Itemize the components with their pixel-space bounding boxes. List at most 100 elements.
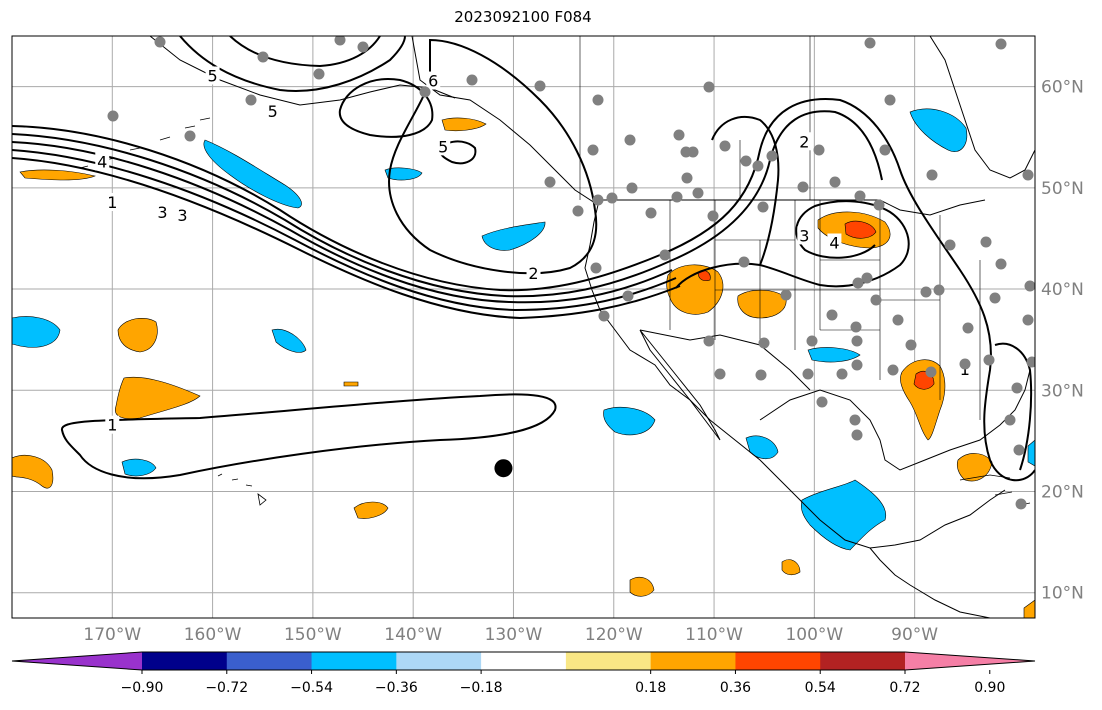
station-dot [870,294,882,306]
colorbar-segment [396,652,482,670]
us-canada-border [595,199,986,216]
positive-anomaly-patch [19,169,96,181]
station-dot [861,272,873,284]
station-dot [659,249,671,261]
lon-tick-label: 100°W [785,625,843,645]
station-dot [826,309,838,321]
us-mexico-border [639,329,811,391]
colorbar-segment [226,652,313,670]
contour-line-1 [12,98,1035,482]
lat-tick-label: 20°N [1041,482,1084,502]
positive-anomaly-patch [1023,599,1035,618]
colorbar-segment [820,652,906,670]
strong-positive-anomaly-core [844,220,877,239]
station-dot [962,322,974,334]
station-dot [926,169,938,181]
station-dot [933,284,945,296]
contour-label-bg [526,263,541,282]
contour-label: 4 [829,233,839,252]
station-dot [959,358,971,370]
positive-anomaly-patch [629,577,655,597]
negative-anomaly-patch [800,479,887,551]
colorbar-segment [735,652,821,670]
station-dot [419,86,431,98]
lon-tick-label: 160°W [184,625,242,645]
lon-tick-label: 130°W [485,625,543,645]
station-dot [780,289,792,301]
lat-tick-label: 10°N [1041,584,1084,604]
lon-tick-label: 150°W [284,625,342,645]
central-america [869,547,991,618]
station-dot [245,94,257,106]
station-dot [1024,280,1035,292]
baja-california [639,329,721,441]
station-dot [851,359,863,371]
lat-tick-label: 30°N [1041,381,1084,401]
negative-anomaly-patch [1027,439,1035,467]
positive-anomaly-patch [117,317,158,353]
contour-line-6 [388,38,598,275]
station-dot [692,187,704,199]
colorbar-tick-label: −0.90 [121,680,164,696]
station-dot [1022,169,1034,181]
station-dot [797,181,809,193]
station-dot [1015,498,1027,510]
station-dot [983,354,995,366]
negative-anomaly-patch [909,108,968,152]
station-dot [925,366,937,378]
contour-label-bg [95,152,110,171]
contour-label: 3 [799,226,809,245]
map-frame [11,35,1036,619]
station-dot [766,150,778,162]
station-dot [592,94,604,106]
contour-line-10 [438,140,477,165]
station-dot [829,176,841,188]
station-dot [850,321,862,333]
station-dot [313,68,325,80]
contour-line-9 [338,78,434,138]
negative-anomaly-patch [481,221,546,251]
station-dot [334,36,346,46]
longitude-labels: 170°W 160°W 150°W 140°W 130°W 120°W 110°W 100°W… [83,625,938,645]
contour-lines [12,36,1035,482]
shaded-anomaly-areas [12,108,1035,618]
station-dot [592,194,604,206]
colorbar-tick-labels: −0.90 −0.72 −0.54 −0.36 −0.18 0.18 0.36 0.54 0.7… [121,670,1005,696]
contour-label: 5 [207,66,217,85]
colorbar-segment [481,652,567,670]
colorbar-extend-low [12,652,142,670]
station-dot [813,144,825,156]
negative-anomaly-patch [807,347,861,363]
station-dot [357,41,369,53]
lon-tick-label: 170°W [83,625,141,645]
contour-label: 1 [960,360,970,379]
colorbar-tick-label: −0.36 [375,680,418,696]
hudson-bay-coast [929,36,1035,179]
contour-label: 4 [97,153,107,172]
hawaiian-islands [217,473,267,506]
station-dot [1022,314,1034,326]
colorbar-segment [142,652,228,670]
station-dot [590,262,602,274]
station-dot [154,36,166,48]
station-dot [1026,356,1035,368]
station-dot [995,38,1007,50]
positive-anomaly-patch [441,117,487,132]
station-dot [892,314,904,326]
station-dot [184,130,196,142]
contour-label: 2 [528,264,538,283]
contour-line-14 [994,342,1033,471]
highlight-marker [494,459,513,478]
station-dot [740,155,752,167]
station-dot [989,292,1001,304]
colorbar-segment [565,652,652,670]
station-dot [851,429,863,441]
station-dot [622,290,634,302]
negative-anomaly-patch [603,407,656,436]
station-dot [864,37,876,49]
station-dot [587,144,599,156]
colorbar-tick-label: 0.72 [889,680,920,696]
station-dot [816,396,828,408]
contour-label: 5 [268,102,278,121]
